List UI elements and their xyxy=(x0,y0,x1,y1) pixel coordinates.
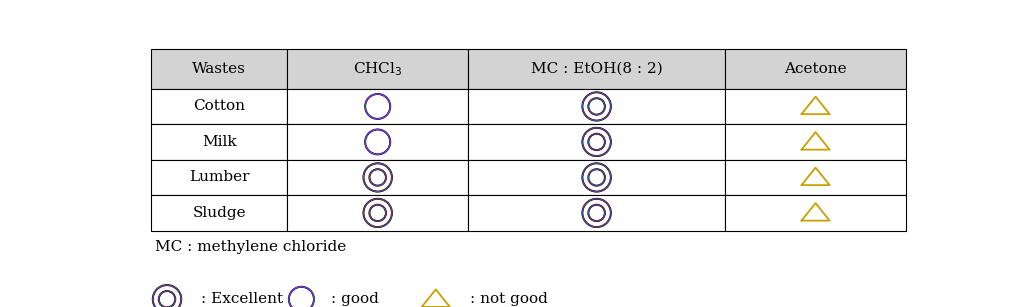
Text: : good: : good xyxy=(331,292,379,306)
Bar xyxy=(151,195,286,231)
Text: Acetone: Acetone xyxy=(784,62,846,76)
Text: Milk: Milk xyxy=(202,135,236,149)
Text: : Excellent: : Excellent xyxy=(201,292,283,306)
Bar xyxy=(286,49,468,89)
Bar xyxy=(725,160,905,195)
Bar xyxy=(151,124,286,160)
Text: Wastes: Wastes xyxy=(192,62,246,76)
Text: MC : methylene chloride: MC : methylene chloride xyxy=(155,240,346,254)
Bar xyxy=(151,160,286,195)
Bar xyxy=(725,89,905,124)
Bar xyxy=(151,49,286,89)
Bar xyxy=(286,124,468,160)
Bar xyxy=(725,49,905,89)
Text: Lumber: Lumber xyxy=(189,170,250,185)
Bar xyxy=(286,160,468,195)
Text: CHCl$_3$: CHCl$_3$ xyxy=(353,60,403,78)
Bar xyxy=(468,195,725,231)
Text: MC : EtOH(8 : 2): MC : EtOH(8 : 2) xyxy=(530,62,662,76)
Bar xyxy=(725,124,905,160)
Bar xyxy=(151,89,286,124)
Bar xyxy=(286,195,468,231)
Text: : not good: : not good xyxy=(470,292,547,306)
Text: Sludge: Sludge xyxy=(193,206,246,220)
Bar xyxy=(468,160,725,195)
Bar xyxy=(468,49,725,89)
Text: Cotton: Cotton xyxy=(193,99,245,114)
Bar xyxy=(286,89,468,124)
Bar xyxy=(468,89,725,124)
Bar xyxy=(468,124,725,160)
Bar xyxy=(725,195,905,231)
